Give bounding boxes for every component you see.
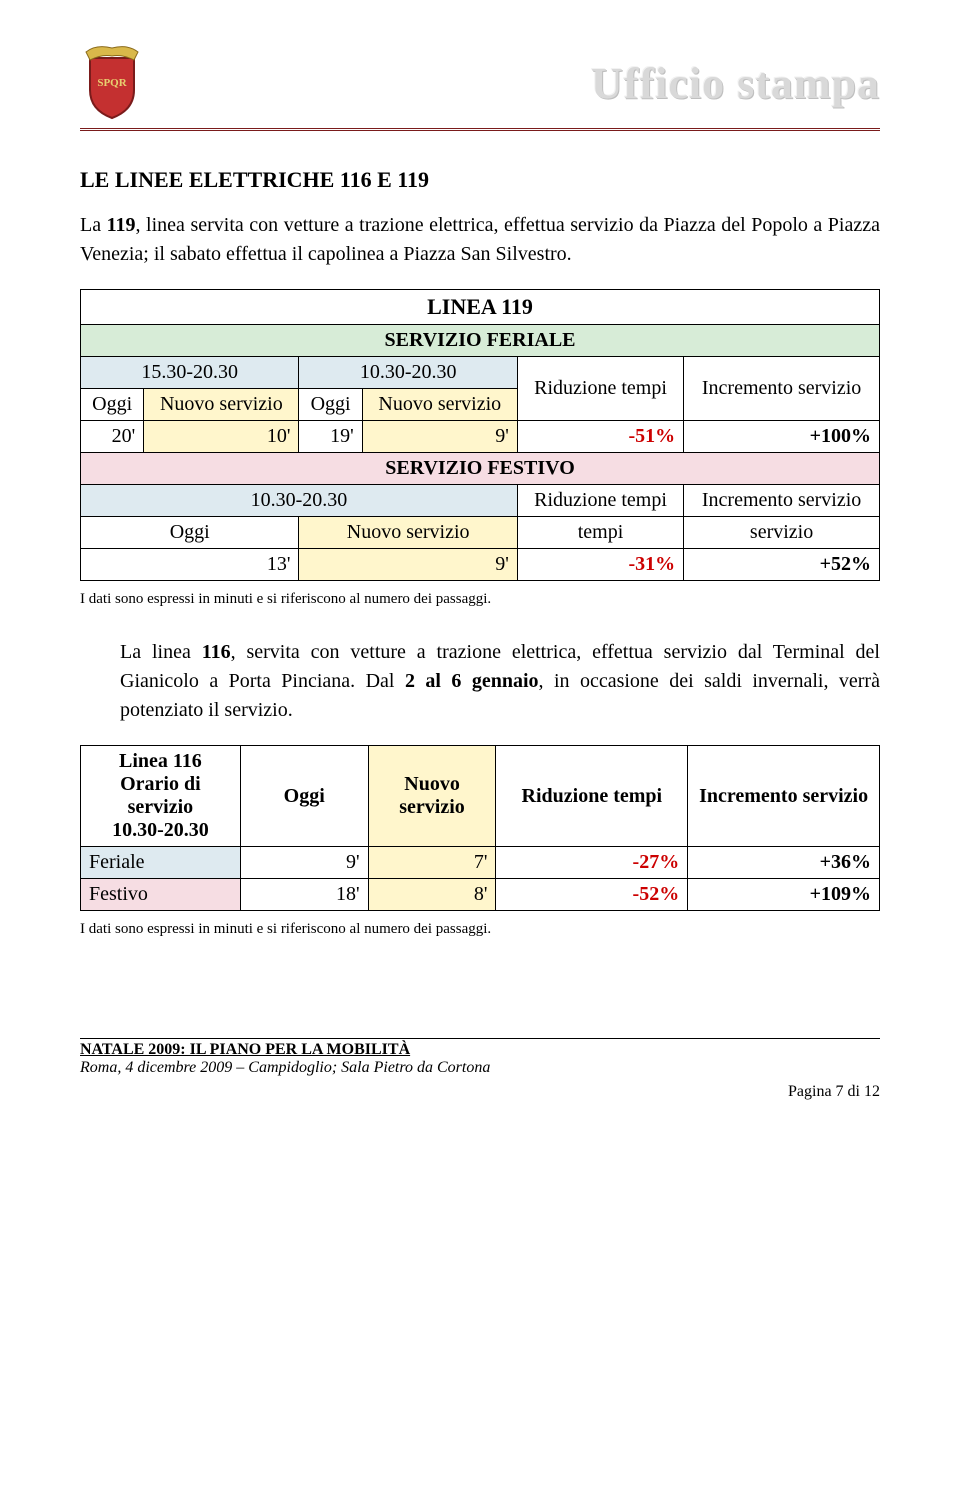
col-inc: Incremento servizio: [688, 746, 880, 847]
header-rule: [80, 128, 880, 131]
table-title: LINEA 119: [81, 290, 880, 325]
cell-rid: -52%: [496, 879, 688, 911]
festivo-time: 10.30-20.30: [81, 485, 518, 517]
table-linea-119: LINEA 119 SERVIZIO FERIALE 15.30-20.30 1…: [80, 289, 880, 581]
col-nuovo: Nuovo servizio: [144, 389, 299, 421]
logo-shield-icon: SPQR: [80, 40, 144, 120]
cell: 10': [144, 421, 299, 453]
footer-title: NATALE 2009: IL PIANO PER LA MOBILITÀ: [80, 1041, 880, 1059]
head-l1: Linea 116: [89, 750, 232, 773]
cell: 20': [81, 421, 144, 453]
col-riduzione: Riduzione tempi: [517, 485, 683, 517]
table-row: Festivo 18' 8' -52% +109%: [81, 879, 880, 911]
cell: 9': [240, 847, 368, 879]
bold: 2 al 6 gennaio: [405, 670, 539, 692]
cell: 8': [368, 879, 496, 911]
cell-inc: +36%: [688, 847, 880, 879]
cell-rid: -51%: [517, 421, 683, 453]
row-label: Festivo: [81, 879, 241, 911]
col-riduzione: Riduzione tempi: [517, 357, 683, 421]
footer-subtitle: Roma, 4 dicembre 2009 – Campidoglio; Sal…: [80, 1059, 880, 1077]
cell-inc: +109%: [688, 879, 880, 911]
cell: 9': [362, 421, 517, 453]
col-tempi-label: tempi: [517, 517, 683, 549]
col-oggi: Oggi: [240, 746, 368, 847]
row-label: Feriale: [81, 847, 241, 879]
table-row: Feriale 9' 7' -27% +36%: [81, 847, 880, 879]
col-oggi: Oggi: [81, 389, 144, 421]
page-header: SPQR Ufficio stampa: [80, 40, 880, 120]
page-footer: NATALE 2009: IL PIANO PER LA MOBILITÀ Ro…: [80, 1038, 880, 1101]
text: La linea: [120, 641, 202, 663]
bold: 119: [107, 214, 136, 236]
cell: 9': [299, 549, 517, 581]
col-nuovo: Nuovo servizio: [368, 746, 496, 847]
head-l3: 10.30-20.30: [89, 819, 232, 842]
page-number: Pagina 7 di 12: [80, 1083, 880, 1101]
cell: 18': [240, 879, 368, 911]
col-rid: Riduzione tempi: [496, 746, 688, 847]
col-nuovo: Nuovo servizio: [299, 517, 517, 549]
table-linea-116: Linea 116 Orario di servizio 10.30-20.30…: [80, 745, 880, 911]
col-nuovo: Nuovo servizio: [362, 389, 517, 421]
footnote-1: I dati sono espressi in minuti e si rife…: [80, 591, 880, 608]
svg-text:SPQR: SPQR: [97, 77, 127, 89]
header-title: Ufficio stampa: [591, 58, 880, 109]
cell-inc: +52%: [684, 549, 880, 581]
text: , linea servita con vetture a trazione e…: [80, 214, 880, 265]
col-incremento: Incremento servizio: [684, 485, 880, 517]
col-incremento: Incremento servizio: [684, 357, 880, 421]
text: La: [80, 214, 107, 236]
col-oggi: Oggi: [81, 517, 299, 549]
intro-paragraph-119: La 119, linea servita con vetture a traz…: [80, 211, 880, 269]
section-title-1: LE LINEE ELETTRICHE 116 E 119: [80, 167, 880, 193]
cell: 13': [81, 549, 299, 581]
feriale-label: SERVIZIO FERIALE: [81, 325, 880, 357]
col-servizio-label: servizio: [684, 517, 880, 549]
time-slot-a: 15.30-20.30: [81, 357, 299, 389]
intro-paragraph-116: La linea 116, servita con vetture a traz…: [120, 638, 880, 725]
bold: 116: [202, 641, 231, 663]
cell-rid: -27%: [496, 847, 688, 879]
time-slot-b: 10.30-20.30: [299, 357, 517, 389]
festivo-label: SERVIZIO FESTIVO: [81, 453, 880, 485]
cell: 19': [299, 421, 362, 453]
cell-rid: -31%: [517, 549, 683, 581]
head-l2: Orario di servizio: [89, 773, 232, 819]
footnote-2: I dati sono espressi in minuti e si rife…: [80, 921, 880, 938]
col-oggi: Oggi: [299, 389, 362, 421]
cell-inc: +100%: [684, 421, 880, 453]
cell: 7': [368, 847, 496, 879]
